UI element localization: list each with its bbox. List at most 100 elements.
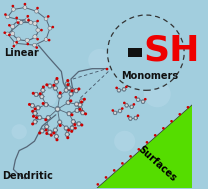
Circle shape xyxy=(29,21,33,24)
Circle shape xyxy=(106,68,108,70)
Circle shape xyxy=(72,120,75,123)
Circle shape xyxy=(36,7,39,9)
Circle shape xyxy=(11,25,15,29)
Circle shape xyxy=(33,112,37,115)
Circle shape xyxy=(71,88,74,92)
Circle shape xyxy=(11,5,14,7)
Circle shape xyxy=(15,17,18,19)
FancyBboxPatch shape xyxy=(128,48,142,57)
Circle shape xyxy=(69,99,72,102)
Circle shape xyxy=(45,125,48,128)
Circle shape xyxy=(11,32,15,36)
Circle shape xyxy=(144,81,171,107)
Circle shape xyxy=(127,115,130,117)
Circle shape xyxy=(12,45,15,48)
Circle shape xyxy=(45,132,48,135)
Text: Linear: Linear xyxy=(4,48,39,58)
Circle shape xyxy=(8,34,11,36)
Circle shape xyxy=(75,109,79,112)
Circle shape xyxy=(52,132,55,135)
Circle shape xyxy=(74,89,77,92)
Circle shape xyxy=(38,132,41,135)
Circle shape xyxy=(66,79,69,82)
Circle shape xyxy=(42,102,45,105)
Circle shape xyxy=(129,117,132,120)
Circle shape xyxy=(129,155,132,158)
Circle shape xyxy=(45,129,48,132)
Circle shape xyxy=(83,98,86,101)
Circle shape xyxy=(46,116,50,119)
Circle shape xyxy=(69,92,73,96)
Circle shape xyxy=(6,15,10,19)
Circle shape xyxy=(32,115,35,118)
Circle shape xyxy=(33,112,37,115)
Circle shape xyxy=(130,105,133,108)
Text: Monomers: Monomers xyxy=(121,71,178,81)
Circle shape xyxy=(80,99,83,103)
Circle shape xyxy=(55,135,58,138)
Circle shape xyxy=(154,134,157,137)
Text: Surfaces: Surfaces xyxy=(136,144,178,184)
Circle shape xyxy=(54,87,57,90)
Circle shape xyxy=(80,123,83,126)
Circle shape xyxy=(79,107,82,111)
Circle shape xyxy=(77,88,80,91)
Circle shape xyxy=(66,133,69,136)
Circle shape xyxy=(14,41,17,45)
Circle shape xyxy=(45,83,48,86)
Circle shape xyxy=(115,87,118,89)
Circle shape xyxy=(31,122,34,125)
Circle shape xyxy=(125,86,128,88)
Circle shape xyxy=(35,9,38,13)
Circle shape xyxy=(41,89,45,92)
Circle shape xyxy=(78,103,82,107)
Circle shape xyxy=(135,96,137,99)
Circle shape xyxy=(132,103,135,106)
Circle shape xyxy=(33,35,37,39)
Circle shape xyxy=(125,104,128,107)
Circle shape xyxy=(67,129,70,132)
Circle shape xyxy=(19,21,23,24)
Circle shape xyxy=(121,107,124,110)
Circle shape xyxy=(11,124,27,139)
Circle shape xyxy=(31,110,34,113)
Circle shape xyxy=(66,136,69,139)
Circle shape xyxy=(26,15,29,18)
Circle shape xyxy=(107,15,184,90)
Circle shape xyxy=(40,95,43,98)
Circle shape xyxy=(114,131,135,152)
Circle shape xyxy=(118,89,120,92)
Circle shape xyxy=(44,118,47,121)
Circle shape xyxy=(137,114,139,117)
Circle shape xyxy=(81,110,84,113)
Circle shape xyxy=(123,88,126,91)
Circle shape xyxy=(25,18,29,22)
Circle shape xyxy=(67,112,71,115)
Circle shape xyxy=(28,103,31,106)
Circle shape xyxy=(67,86,71,90)
Circle shape xyxy=(144,98,147,101)
Circle shape xyxy=(77,122,81,125)
Circle shape xyxy=(51,26,54,28)
Circle shape xyxy=(64,126,68,130)
Circle shape xyxy=(71,126,74,130)
Circle shape xyxy=(71,89,74,92)
Circle shape xyxy=(56,138,58,141)
Circle shape xyxy=(33,108,37,110)
Circle shape xyxy=(16,37,21,41)
Circle shape xyxy=(33,43,36,47)
Circle shape xyxy=(44,38,48,41)
Circle shape xyxy=(31,104,34,107)
Circle shape xyxy=(114,112,116,114)
Circle shape xyxy=(134,117,137,119)
Circle shape xyxy=(59,124,62,127)
Circle shape xyxy=(71,126,74,130)
Circle shape xyxy=(78,103,81,106)
Circle shape xyxy=(11,8,15,11)
Circle shape xyxy=(40,129,44,132)
Circle shape xyxy=(54,128,57,132)
Circle shape xyxy=(25,38,29,42)
Circle shape xyxy=(123,102,126,104)
Circle shape xyxy=(33,21,37,26)
Polygon shape xyxy=(96,104,192,188)
